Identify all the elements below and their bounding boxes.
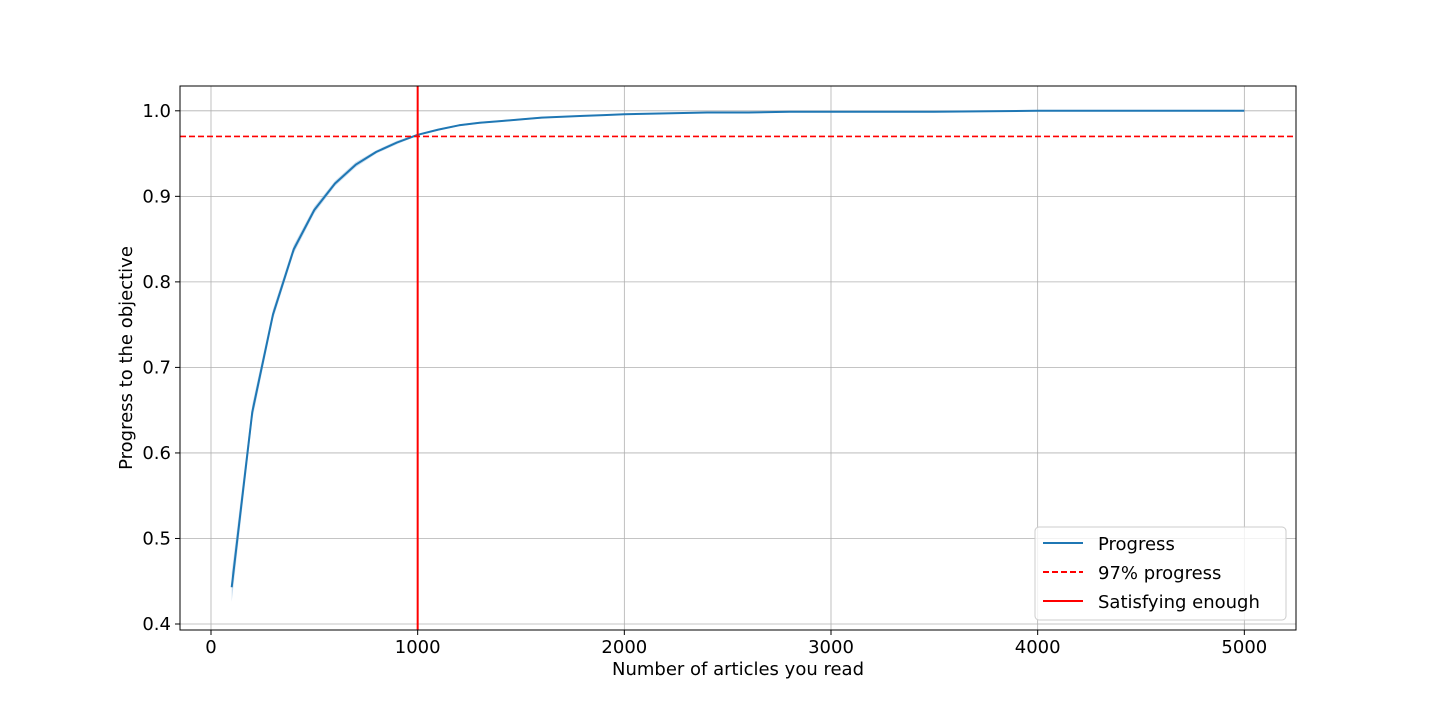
y-axis-label: Progress to the objective <box>116 246 137 470</box>
y-axis-ticks: 0.4 0.5 0.6 0.7 0.8 0.9 1.0 <box>142 101 180 635</box>
x-axis-label: Number of articles you read <box>612 659 864 680</box>
x-tick-label: 2000 <box>601 637 647 658</box>
x-tick-label: 5000 <box>1221 637 1267 658</box>
y-tick-label: 0.9 <box>142 186 171 207</box>
x-tick-label: 3000 <box>808 637 854 658</box>
x-tick-label: 0 <box>205 637 216 658</box>
x-axis-ticks: 0 1000 2000 3000 4000 5000 <box>205 630 1267 658</box>
y-tick-label: 0.7 <box>142 357 171 378</box>
x-tick-label: 4000 <box>1015 637 1061 658</box>
plot-area-frame <box>179 85 1297 631</box>
y-tick-label: 0.5 <box>142 528 171 549</box>
legend-label-satisfying-enough: Satisfying enough <box>1098 592 1260 613</box>
series-layer <box>230 109 1245 588</box>
legend-label-97-progress: 97% progress <box>1098 563 1221 584</box>
y-tick-label: 0.8 <box>142 272 171 293</box>
x-tick-label: 1000 <box>395 637 441 658</box>
y-tick-label: 0.4 <box>142 614 171 635</box>
grid-lines <box>180 86 1296 630</box>
reference-lines <box>180 86 1296 630</box>
legend-box <box>1034 526 1287 621</box>
legend: Progress 97% progress Satisfying enough <box>1034 526 1287 621</box>
progress-line <box>230 109 1245 588</box>
y-tick-label: 1.0 <box>142 101 171 122</box>
legend-label-progress: Progress <box>1098 534 1175 555</box>
y-tick-label: 0.6 <box>142 443 171 464</box>
